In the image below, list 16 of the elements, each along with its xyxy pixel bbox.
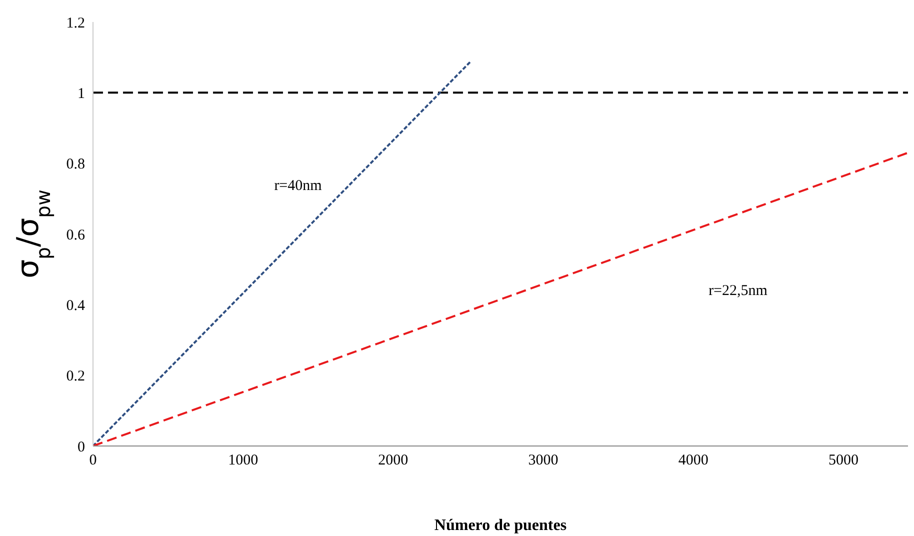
x-tick-label: 3000 bbox=[528, 452, 558, 469]
x-axis-title: Número de puentes bbox=[434, 517, 567, 534]
x-tick-label: 0 bbox=[89, 452, 97, 469]
x-tick-label: 4000 bbox=[678, 452, 708, 469]
y-tick-label: 1.2 bbox=[66, 15, 85, 32]
annotation: r=40nm bbox=[274, 178, 322, 194]
y-tick-label: 1 bbox=[78, 86, 85, 102]
y-tick-label: 0.2 bbox=[66, 368, 85, 385]
y-tick-label: 0.4 bbox=[66, 298, 86, 314]
y-tick-label: 0.8 bbox=[66, 156, 85, 173]
x-tick-label: 2000 bbox=[378, 452, 408, 469]
y-tick-label: 0 bbox=[78, 439, 85, 456]
y-tick-label: 0.6 bbox=[66, 227, 86, 244]
x-tick-label: 1000 bbox=[228, 452, 258, 469]
x-tick-label: 5000 bbox=[828, 452, 858, 469]
annotation: r=22,5nm bbox=[708, 283, 768, 299]
